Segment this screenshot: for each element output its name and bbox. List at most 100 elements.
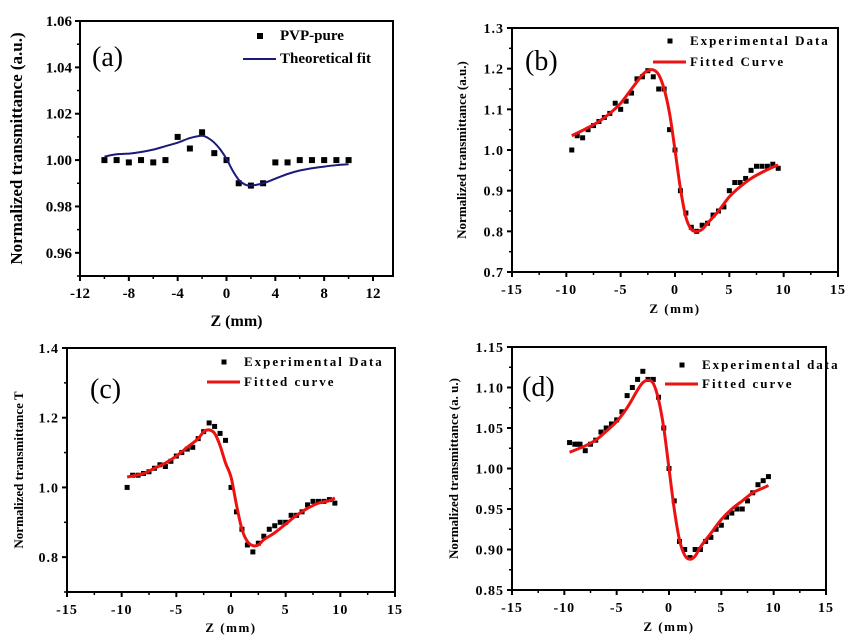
x-tick-label: -10	[111, 603, 133, 618]
x-tick-label: 0	[223, 286, 231, 302]
data-point	[624, 393, 630, 399]
data-point	[250, 549, 256, 555]
x-tick-label: 10	[776, 283, 792, 298]
data-point	[217, 430, 223, 436]
data-point	[310, 498, 316, 504]
y-tick-label: 1.3	[484, 22, 505, 37]
y-tick-label: 1.2	[39, 412, 60, 427]
series-line-fitted-curve	[126, 428, 336, 548]
x-tick-label: 15	[387, 603, 403, 618]
y-tick-label: 0.8	[484, 225, 505, 240]
x-tick-label: 8	[320, 286, 328, 302]
data-point	[603, 425, 609, 431]
x-tick-label: 10	[766, 601, 782, 616]
data-point	[692, 547, 698, 552]
legend-entry: Experimental Data	[221, 354, 384, 369]
data-point	[623, 98, 629, 104]
data-point	[721, 204, 727, 210]
data-point	[277, 519, 283, 525]
data-point	[305, 502, 311, 508]
x-tick-label: -5	[610, 601, 624, 616]
legend-entry: Fitted curve	[665, 376, 792, 391]
data-point	[708, 534, 714, 540]
data-point	[211, 150, 218, 157]
x-tick-label: -4	[171, 286, 184, 302]
data-point	[650, 74, 656, 80]
data-point	[770, 161, 776, 167]
legend-label: PVP-pure	[280, 28, 344, 44]
legend-entry: Theoretical fit	[243, 51, 371, 67]
data-point	[228, 484, 234, 490]
data-point	[569, 147, 575, 153]
data-point	[244, 542, 250, 548]
data-point	[186, 145, 193, 152]
series-line-fitted-curve	[571, 68, 779, 233]
x-axis-label: Z (mm)	[205, 620, 256, 635]
panel-label: (a)	[92, 42, 123, 73]
data-point	[667, 127, 673, 133]
legend-marker-swatch	[257, 33, 263, 39]
data-point	[743, 175, 749, 181]
chart-panel-c: -15 -10 -5 0 5 10 15 0.8 1.0 1.2 1.4 Z (mm) Normaliz…	[11, 342, 403, 635]
y-tick-label: 0.7	[484, 266, 505, 281]
data-point	[739, 506, 745, 512]
y-tick-label: 1.10	[476, 382, 505, 397]
data-point	[199, 129, 206, 136]
y-tick-label: 1.0	[484, 144, 505, 159]
data-point	[261, 533, 267, 539]
x-tick-label: 15	[830, 283, 846, 298]
y-tick-label: 0.90	[476, 544, 505, 559]
y-tick-label: 1.05	[476, 422, 505, 437]
data-point	[612, 100, 618, 106]
data-point	[223, 437, 229, 443]
data-point	[713, 526, 719, 532]
data-point	[272, 159, 279, 166]
y-tick-label: 0.98	[46, 199, 72, 215]
data-point	[190, 444, 196, 450]
y-tick-label: 0.8	[39, 551, 60, 566]
y-tick-label: 1.00	[46, 153, 72, 169]
y-tick-label: 1.1	[484, 103, 505, 118]
data-point	[745, 498, 750, 504]
legend-entry: Fitted Curve	[653, 54, 785, 69]
data-point	[150, 159, 157, 166]
data-point	[284, 159, 291, 166]
data-point	[726, 188, 732, 194]
data-point	[162, 464, 168, 470]
data-point	[235, 180, 242, 187]
chart-panel-d: -15 -10 -5 0 5 10 15 0.85 0.90 0.95 1.00 1.05 1.10 1.…	[446, 341, 840, 634]
data-point	[598, 429, 604, 435]
legend-label: Experimental data	[702, 357, 840, 372]
x-tick-label: -15	[501, 283, 523, 298]
series-line-fitted-curve	[568, 378, 770, 561]
data-point	[732, 180, 738, 186]
data-point	[640, 368, 646, 374]
legend-marker-swatch	[667, 38, 673, 44]
data-point	[206, 420, 212, 426]
x-tick-label: -12	[70, 286, 90, 302]
y-tick-label: 1.06	[46, 14, 73, 30]
legend-label: Experimental Data	[244, 354, 384, 369]
y-tick-label: 1.02	[46, 107, 72, 123]
x-tick-label: 5	[717, 601, 725, 616]
legend-label: Fitted Curve	[690, 54, 785, 69]
data-point	[754, 163, 759, 169]
data-point	[574, 441, 580, 447]
y-axis-label: Normalized transmittance (a.u.)	[7, 32, 26, 264]
data-point	[138, 157, 145, 164]
x-tick-label: 15	[818, 601, 834, 616]
legend-label: Experimental Data	[690, 33, 830, 48]
y-tick-label: 1.15	[476, 341, 505, 356]
data-point	[699, 222, 705, 228]
data-point	[737, 180, 743, 186]
x-tick-label: 0	[671, 283, 679, 298]
x-tick-label: -10	[553, 601, 575, 616]
y-tick-label: 1.00	[476, 463, 505, 478]
data-point	[296, 157, 303, 164]
data-point	[755, 482, 761, 488]
data-point	[101, 157, 108, 164]
data-point	[724, 514, 730, 520]
chart-panel-b: -15 -10 -5 0 5 10 15 0.7 0.8 0.9 1.0 1.1 1.2 1.3 Z (mm…	[454, 22, 846, 316]
series-line-theoretical-fit	[104, 134, 349, 187]
